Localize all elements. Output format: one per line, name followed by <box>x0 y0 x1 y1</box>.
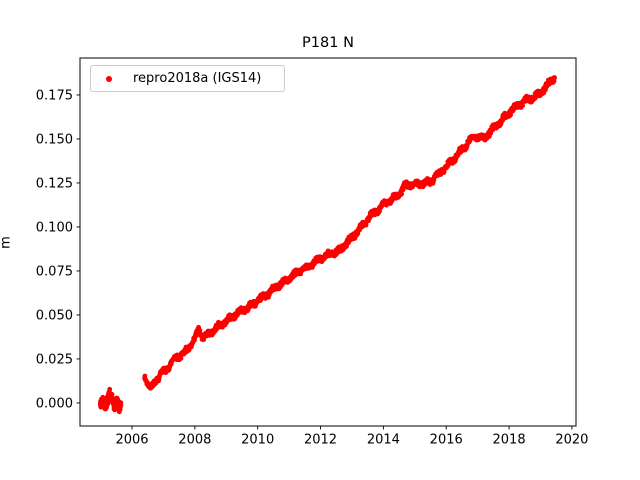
y-tick-label: 0.000 <box>36 396 73 411</box>
chart-title: P181 N <box>302 35 354 51</box>
data-point <box>109 391 115 397</box>
data-point <box>552 75 557 81</box>
data-point <box>344 243 349 249</box>
x-tick-label: 2006 <box>115 433 148 448</box>
y-tick-label: 0.175 <box>36 88 73 103</box>
y-tick-label: 0.125 <box>36 176 73 191</box>
x-tick-label: 2016 <box>430 433 463 448</box>
data-point <box>107 386 113 392</box>
data-point <box>399 191 404 197</box>
x-tick-label: 2014 <box>367 433 400 448</box>
legend-label: repro2018a (IGS14) <box>133 71 262 86</box>
data-point <box>142 373 148 379</box>
data-point <box>520 103 525 108</box>
y-tick-label: 0.025 <box>36 352 73 367</box>
y-tick-label: 0.150 <box>36 132 73 147</box>
x-tick-label: 2018 <box>493 433 526 448</box>
y-tick-label: 0.050 <box>36 308 73 323</box>
axes-frame <box>79 57 577 427</box>
data-point <box>178 355 184 361</box>
y-tick-label: 0.075 <box>36 264 73 279</box>
x-tick-label: 2010 <box>241 433 274 448</box>
legend: repro2018a (IGS14) <box>90 65 285 92</box>
legend-marker-dot <box>106 75 112 82</box>
x-tick-label: 2008 <box>178 433 211 448</box>
x-tick-label: 2012 <box>304 433 337 448</box>
axis-ticks: 2006 2008 2010 2012 2014 2016 2018 2020 0.000 0.0… <box>36 88 589 447</box>
y-tick-label: 0.100 <box>36 220 73 235</box>
data-point <box>118 402 124 408</box>
x-tick-label: 2020 <box>555 433 588 448</box>
data-point <box>355 231 361 236</box>
data-points <box>97 75 557 415</box>
